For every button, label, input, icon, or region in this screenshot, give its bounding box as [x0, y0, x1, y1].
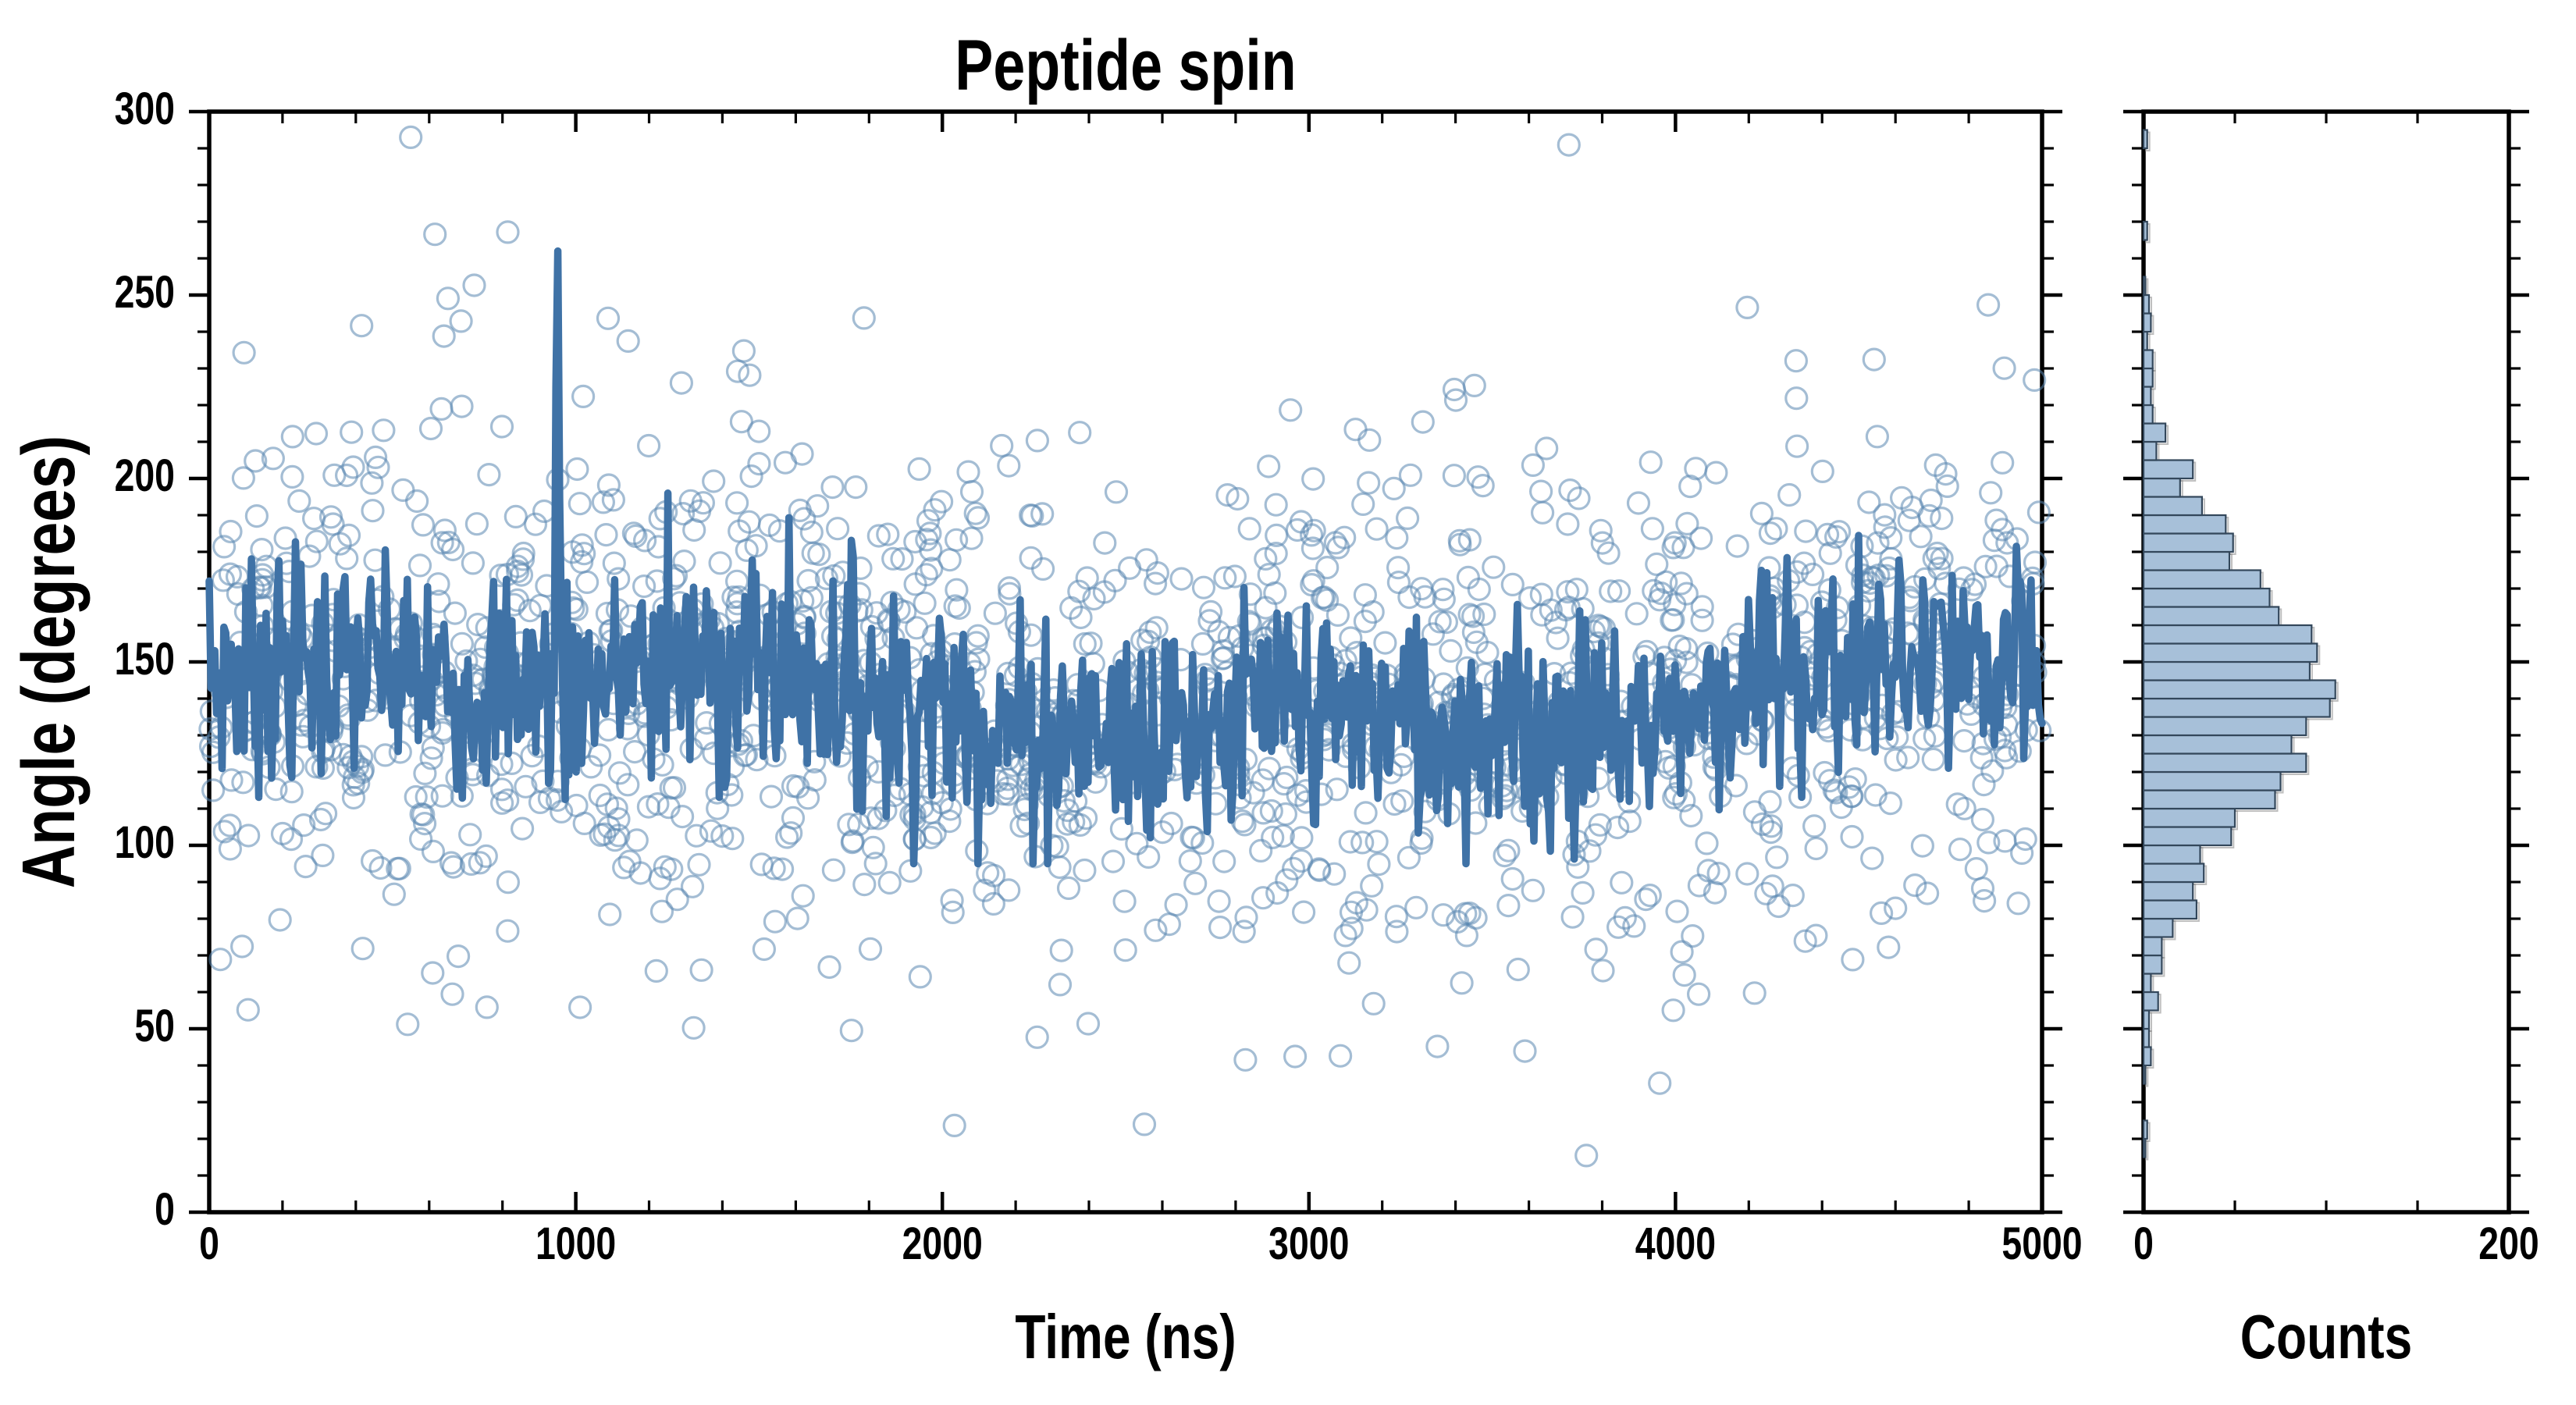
svg-text:2000: 2000	[902, 1218, 983, 1269]
svg-text:0: 0	[2133, 1218, 2154, 1269]
svg-text:Angle (degrees): Angle (degrees)	[7, 436, 91, 888]
svg-text:200: 200	[2478, 1218, 2539, 1269]
svg-text:100: 100	[115, 817, 175, 868]
svg-text:3000: 3000	[1268, 1218, 1349, 1269]
svg-text:0: 0	[199, 1218, 219, 1269]
svg-text:Peptide spin: Peptide spin	[955, 25, 1297, 105]
svg-text:200: 200	[115, 450, 175, 501]
svg-text:50: 50	[134, 1001, 175, 1051]
svg-text:250: 250	[115, 267, 175, 318]
svg-text:1000: 1000	[535, 1218, 616, 1269]
svg-text:5000: 5000	[2001, 1218, 2082, 1269]
svg-text:0: 0	[155, 1184, 175, 1235]
svg-text:Counts: Counts	[2240, 1302, 2412, 1371]
svg-text:4000: 4000	[1635, 1218, 1716, 1269]
svg-text:Time (ns): Time (ns)	[1015, 1302, 1236, 1371]
svg-text:150: 150	[115, 634, 175, 685]
svg-text:300: 300	[115, 84, 175, 134]
